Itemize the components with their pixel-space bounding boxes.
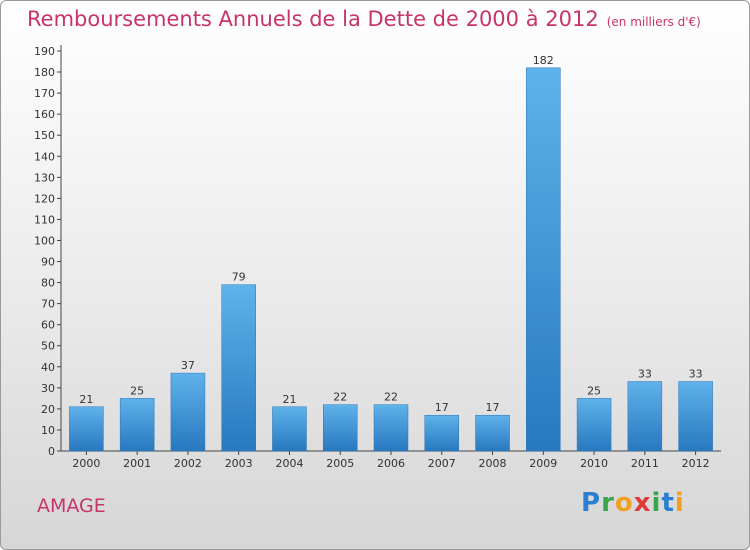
chart-title-text: Remboursements Annuels de la Dette de 20… xyxy=(27,7,599,31)
chart-unit: (en milliers d'€) xyxy=(606,15,701,29)
y-tick-label: 100 xyxy=(34,234,55,247)
chart-title: Remboursements Annuels de la Dette de 20… xyxy=(27,7,701,31)
y-tick-label: 10 xyxy=(41,424,55,437)
bar xyxy=(170,372,206,452)
y-tick-label: 130 xyxy=(34,171,55,184)
x-tick-label: 2005 xyxy=(326,457,354,470)
y-tick-label: 80 xyxy=(41,277,55,290)
x-tick-label: 2006 xyxy=(377,457,405,470)
y-tick-label: 70 xyxy=(41,298,55,311)
bar-value-label: 33 xyxy=(689,368,703,381)
bar xyxy=(424,414,460,452)
y-tick-label: 140 xyxy=(34,150,55,163)
bar-value-label: 25 xyxy=(587,384,601,397)
y-tick-label: 30 xyxy=(41,382,55,395)
y-tick-label: 60 xyxy=(41,319,55,332)
bar-value-label: 22 xyxy=(384,391,398,404)
bar-value-label: 79 xyxy=(232,271,246,284)
x-tick-label: 2000 xyxy=(72,457,100,470)
y-tick-label: 160 xyxy=(34,108,55,121)
bar-value-label: 17 xyxy=(486,401,500,414)
bar xyxy=(119,398,155,452)
bars: 21 25 37 79 21 22 22 17 17 182 25 33 33 xyxy=(69,54,713,452)
y-tick-label: 110 xyxy=(34,213,55,226)
y-tick-label: 150 xyxy=(34,129,55,142)
y-tick-label: 20 xyxy=(41,403,55,416)
x-tick-label: 2004 xyxy=(275,457,303,470)
x-tick-label: 2001 xyxy=(123,457,151,470)
bar-value-label: 33 xyxy=(638,368,652,381)
x-tick-label: 2011 xyxy=(631,457,659,470)
y-tick-label: 170 xyxy=(34,87,55,100)
bar-value-label: 37 xyxy=(181,359,195,372)
y-tick-label: 0 xyxy=(48,445,55,458)
x-tick-label: 2012 xyxy=(682,457,710,470)
bar xyxy=(221,284,256,452)
x-tick-label: 2007 xyxy=(428,457,456,470)
y-tick-label: 90 xyxy=(41,256,55,269)
y-tick-label: 120 xyxy=(34,192,55,205)
bar-value-label: 22 xyxy=(333,391,347,404)
bar-value-label: 21 xyxy=(282,393,296,406)
bar xyxy=(627,381,663,452)
x-tick-label: 2009 xyxy=(529,457,557,470)
commune-name: AMAGE xyxy=(37,495,106,517)
y-tick-label: 180 xyxy=(34,66,55,79)
bar xyxy=(272,406,307,452)
proxiti-logo: Proxiti xyxy=(581,488,685,518)
y-tick-label: 190 xyxy=(34,45,55,58)
bar xyxy=(322,404,358,452)
x-tick-label: 2010 xyxy=(580,457,608,470)
bar xyxy=(373,404,409,452)
axes: 0 10 20 30 40 50 60 70 80 90 100 110 120 130 140 150 160… xyxy=(34,45,721,470)
x-tick-label: 2008 xyxy=(479,457,507,470)
x-tick-label: 2003 xyxy=(225,457,253,470)
y-tick-label: 50 xyxy=(41,340,55,353)
bar-value-label: 25 xyxy=(130,384,144,397)
bar-value-label: 17 xyxy=(435,401,449,414)
y-tick-label: 40 xyxy=(41,361,55,374)
bar-value-label: 182 xyxy=(533,54,554,67)
bar xyxy=(69,406,104,452)
bar xyxy=(678,381,713,452)
x-tick-label: 2002 xyxy=(174,457,202,470)
bar-value-label: 21 xyxy=(79,393,93,406)
bar xyxy=(475,414,510,452)
bar xyxy=(576,398,612,452)
bar xyxy=(526,67,561,452)
